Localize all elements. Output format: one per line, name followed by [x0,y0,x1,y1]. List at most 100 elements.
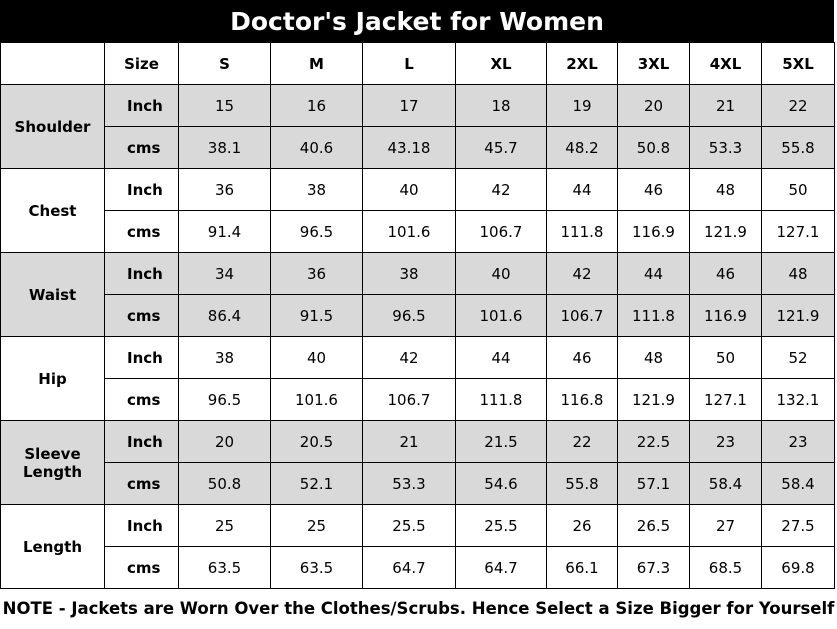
value-cell: 25 [270,504,363,547]
value-cell: 19 [546,84,618,127]
value-cell: 52.1 [270,462,363,505]
measure-row: Hip Inch 38 40 42 44 46 48 50 52 [0,336,835,421]
value-cell: 121.9 [761,294,835,337]
value-cell: 58.4 [761,462,835,505]
value-cell: 63.5 [270,546,363,589]
unit-label: Inch [104,336,179,379]
value-cell: 48 [761,252,835,295]
header-row: Size S M L XL 2XL 3XL 4XL 5XL [0,42,835,85]
value-cell: 44 [546,168,618,211]
size-header: S [178,42,271,85]
measure-name: Chest [0,168,105,253]
value-cell: 45.7 [455,126,547,169]
value-cell: 50 [761,168,835,211]
value-cell: 20 [617,84,690,127]
value-cell: 52 [761,336,835,379]
value-cell: 66.1 [546,546,618,589]
size-header: 5XL [761,42,835,85]
value-cell: 68.5 [689,546,762,589]
value-cell: 46 [617,168,690,211]
unit-label: cms [104,378,179,421]
value-cell: 42 [362,336,456,379]
value-cell: 116.8 [546,378,618,421]
size-label: Size [104,42,179,85]
value-cell: 67.3 [617,546,690,589]
value-cell: 38 [362,252,456,295]
value-cell: 20.5 [270,420,363,463]
measure-row: cms 63.5 63.5 64.7 64.7 66.1 67.3 68.5 69.8 [1,546,835,589]
value-cell: 46 [546,336,618,379]
value-cell: 54.6 [455,462,547,505]
value-cell: 25 [178,504,271,547]
value-cell: 25.5 [455,504,547,547]
value-cell: 20 [178,420,271,463]
measure-row: cms 50.8 52.1 53.3 54.6 55.8 57.1 58.4 58.4 [1,462,835,505]
value-cell: 121.9 [689,210,762,253]
measure-row: cms 96.5 101.6 106.7 111.8 116.8 121.9 127.1 132… [1,378,835,421]
measure-row: Shoulder Inch 15 16 17 18 19 20 21 22 [0,84,835,169]
value-cell: 18 [455,84,547,127]
value-cell: 36 [178,168,271,211]
value-cell: 86.4 [178,294,271,337]
value-cell: 111.8 [455,378,547,421]
measure-name: Sleeve Length [0,420,105,505]
value-cell: 42 [546,252,618,295]
unit-label: cms [104,546,179,589]
value-cell: 40 [362,168,456,211]
measure-row: Length Inch 25 25 25.5 25.5 26 26.5 27 27.5 [0,504,835,589]
size-header: 3XL [617,42,690,85]
value-cell: 50 [689,336,762,379]
value-cell: 127.1 [761,210,835,253]
value-cell: 69.8 [761,546,835,589]
value-cell: 34 [178,252,271,295]
measure-name: Shoulder [0,84,105,169]
value-cell: 55.8 [761,126,835,169]
value-cell: 21 [689,84,762,127]
value-cell: 127.1 [689,378,762,421]
value-cell: 43.18 [362,126,456,169]
value-cell: 40 [455,252,547,295]
size-header: XL [455,42,547,85]
value-cell: 25.5 [362,504,456,547]
value-cell: 21.5 [455,420,547,463]
value-cell: 40 [270,336,363,379]
value-cell: 116.9 [689,294,762,337]
corner-cell [0,42,105,85]
value-cell: 121.9 [617,378,690,421]
unit-label: Inch [104,504,179,547]
unit-label: cms [104,294,179,337]
value-cell: 111.8 [546,210,618,253]
value-cell: 111.8 [617,294,690,337]
value-cell: 101.6 [455,294,547,337]
value-cell: 27.5 [761,504,835,547]
value-cell: 101.6 [362,210,456,253]
value-cell: 132.1 [761,378,835,421]
unit-label: cms [104,462,179,505]
value-cell: 16 [270,84,363,127]
value-cell: 63.5 [178,546,271,589]
value-cell: 48 [617,336,690,379]
value-cell: 40.6 [270,126,363,169]
measure-name: Waist [0,252,105,337]
value-cell: 64.7 [362,546,456,589]
value-cell: 44 [455,336,547,379]
value-cell: 48 [689,168,762,211]
measure-name: Hip [0,336,105,421]
unit-label: Inch [104,252,179,295]
value-cell: 23 [689,420,762,463]
value-cell: 50.8 [617,126,690,169]
measure-row: Sleeve Length Inch 20 20.5 21 21.5 22 22.5 23 23 [0,420,835,505]
value-cell: 64.7 [455,546,547,589]
value-cell: 116.9 [617,210,690,253]
value-cell: 38 [270,168,363,211]
value-cell: 53.3 [362,462,456,505]
unit-label: Inch [104,168,179,211]
unit-label: Inch [104,84,179,127]
value-cell: 22.5 [617,420,690,463]
value-cell: 21 [362,420,456,463]
value-cell: 91.4 [178,210,271,253]
value-cell: 27 [689,504,762,547]
unit-label: Inch [104,420,179,463]
size-header: 2XL [546,42,618,85]
